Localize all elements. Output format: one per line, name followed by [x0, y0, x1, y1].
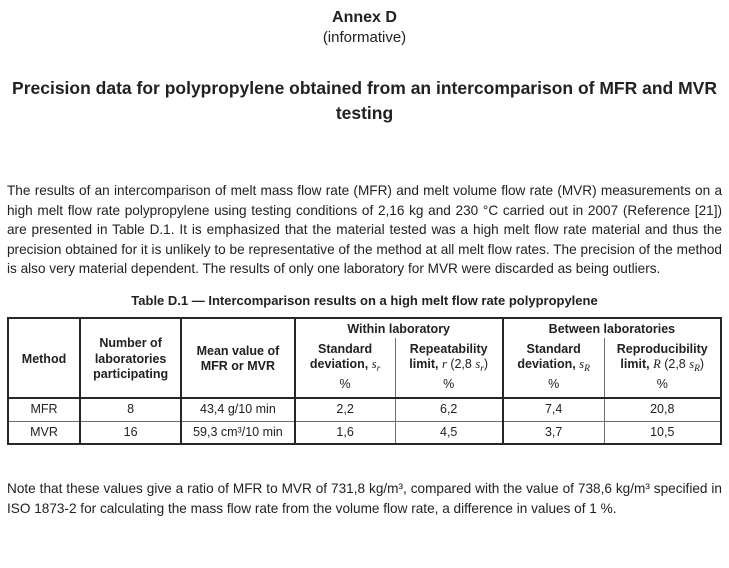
- cell-mean: 43,4 g/10 min: [180, 397, 295, 421]
- annex-subtitle: (informative): [322, 29, 407, 46]
- col-group-between-laboratories: Between laboratories: [501, 317, 721, 338]
- table-caption: Table D.1 — Intercomparison results on a…: [131, 292, 598, 308]
- header-name-row: Standard deviation, sr Repeatability lim…: [8, 337, 721, 376]
- col-group-within-laboratory: Within laboratory: [293, 317, 503, 338]
- header-group-row: Method Number of laboratories participat…: [8, 317, 721, 398]
- note-paragraph: Note that these values give a ratio of M…: [7, 481, 722, 516]
- unit-percent: %: [501, 375, 605, 398]
- unit-percent: %: [394, 375, 503, 398]
- cell-reproducibility: 10,5: [603, 420, 721, 444]
- cell-repeatability: 4,5: [394, 420, 503, 444]
- cell-std-between: 3,7: [501, 420, 605, 444]
- intro-paragraph: The results of an intercomparison of mel…: [7, 183, 722, 276]
- col-header-method: Method: [21, 351, 67, 366]
- cell-std-between: 7,4: [501, 397, 605, 421]
- cell-labs: 16: [78, 420, 182, 444]
- col-header-reproducibility-limit: Reproducibility limit, R (2,8 sR): [603, 337, 721, 376]
- cell-repeatability: 6,2: [394, 397, 503, 421]
- cell-method: MVR: [8, 420, 80, 444]
- annex-title: Annex D: [332, 9, 397, 26]
- document-page: Annex D (informative) Precision data for…: [7, 9, 722, 516]
- col-header-repeatability-limit: Repeatability limit, r (2,8 sr): [394, 337, 503, 376]
- cell-labs: 8: [78, 397, 182, 421]
- table-row-mvr: MVR 16 59,3 cm³/10 min 1,6 4,5 3,7 10,5: [8, 420, 721, 444]
- variable-sR: s: [689, 357, 695, 371]
- cell-std-within: 2,2: [293, 397, 396, 421]
- unit-percent: %: [293, 375, 396, 398]
- cell-method: MFR: [8, 397, 80, 421]
- variable-r: r: [441, 357, 447, 371]
- variable-sr: s: [371, 357, 377, 371]
- col-header-labs: Number of laboratories participating: [78, 317, 182, 398]
- col-header-std-dev-between: Standard deviation, sR: [501, 337, 605, 376]
- table-row-mfr: MFR 8 43,4 g/10 min 2,2 6,2 7,4 20,8: [8, 397, 721, 421]
- header-percent-row: % % % %: [8, 375, 721, 398]
- cell-mean: 59,3 cm³/10 min: [180, 420, 295, 444]
- precision-table: Method Number of laboratories participat…: [7, 316, 722, 445]
- variable-sr: s: [475, 357, 481, 371]
- variable-R: R: [653, 357, 661, 371]
- col-header-std-dev-within: Standard deviation, sr: [293, 337, 396, 376]
- variable-sR: s: [579, 357, 585, 371]
- unit-percent: %: [603, 375, 721, 398]
- page-heading: Precision data for polypropylene obtaine…: [12, 78, 717, 123]
- col-header-mean: Mean value of MFR or MVR: [180, 317, 295, 398]
- cell-std-within: 1,6: [293, 420, 396, 444]
- cell-reproducibility: 20,8: [603, 397, 721, 421]
